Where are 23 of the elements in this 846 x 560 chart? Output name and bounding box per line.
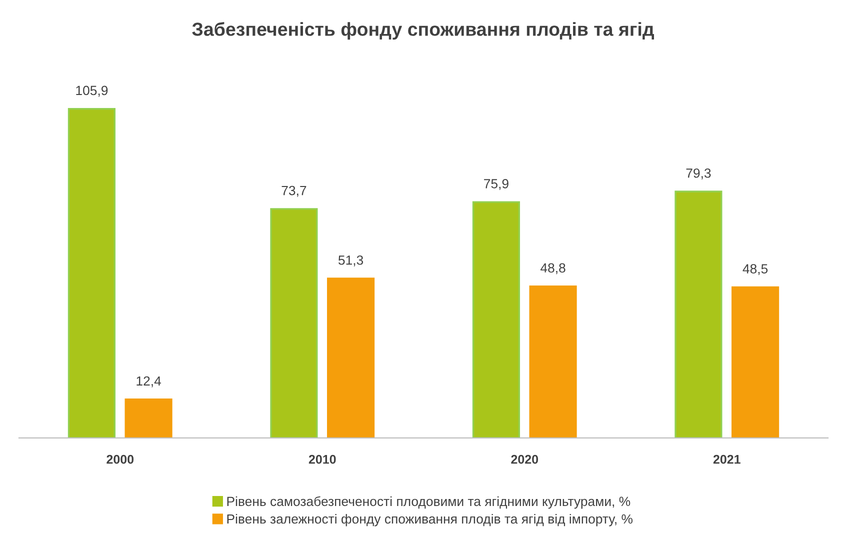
bar <box>124 398 172 438</box>
data-label: 12,4 <box>136 376 161 388</box>
data-label: 51,3 <box>338 255 364 266</box>
data-label: 105,9 <box>76 86 108 97</box>
x-tick-label: 2021 <box>713 454 740 464</box>
bar <box>529 285 577 438</box>
bar <box>674 190 722 438</box>
bar <box>327 278 375 438</box>
x-tick-label: 2010 <box>308 454 336 464</box>
x-tick-label: 2020 <box>511 454 538 464</box>
data-label: 48,5 <box>742 264 768 276</box>
chart-title: Забезпеченість фонду споживання плодів та ягід <box>192 22 654 40</box>
bar <box>68 108 116 438</box>
bar <box>270 208 318 438</box>
bar <box>472 201 520 438</box>
data-label: 79,3 <box>686 168 711 180</box>
legend-label: Рівень самозабезпеченості плодовими та ягідними культурами, % <box>227 496 630 509</box>
x-tick-label: 2000 <box>106 454 134 464</box>
legend-label: Рівень залежності фонду споживання плодів та ягід від імпорту, % <box>227 514 633 526</box>
data-label: 73,7 <box>282 186 306 197</box>
data-label: 48,8 <box>540 263 566 274</box>
data-label: 75,9 <box>484 179 508 190</box>
bar <box>732 286 780 438</box>
